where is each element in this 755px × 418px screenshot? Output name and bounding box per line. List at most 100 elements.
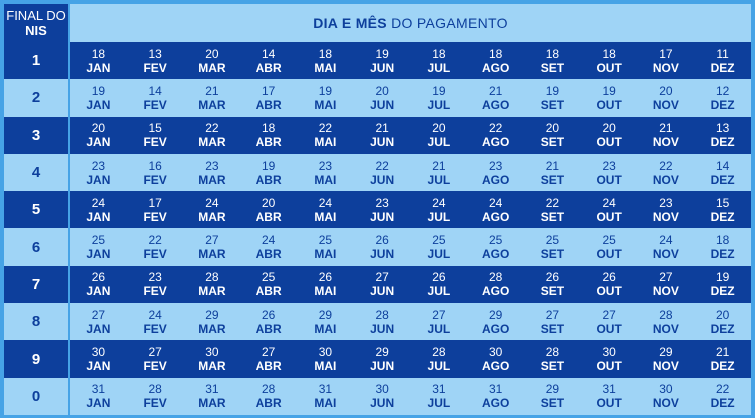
payment-day: 17 bbox=[659, 46, 673, 61]
table-row: 3 20 JAN 15 FEV 22 MAR 18 ABR 22 MAI 21 JUN 20 JUL 22 AG… bbox=[4, 116, 751, 154]
payment-date-cell: 19 JUL bbox=[410, 79, 468, 117]
payment-day: 20 bbox=[432, 121, 446, 136]
payment-date-cell: 22 FEV bbox=[126, 228, 184, 266]
payment-date-cell: 29 MAI bbox=[297, 303, 354, 341]
payment-date-cell: 27 JUN bbox=[353, 265, 411, 304]
payment-date-cell: 29 SET bbox=[524, 377, 581, 415]
payment-month: JUL bbox=[427, 97, 451, 112]
payment-day: 28 bbox=[148, 382, 162, 397]
payment-date-cell: 23 OUT bbox=[580, 153, 638, 192]
payment-month: JUL bbox=[427, 135, 451, 150]
payment-date-cell: 29 JUN bbox=[353, 340, 411, 378]
payment-day: 27 bbox=[659, 270, 673, 285]
payment-date-cell: 25 MAI bbox=[297, 228, 354, 266]
payment-day: 23 bbox=[659, 195, 673, 210]
payment-date-cell: 28 JUN bbox=[353, 303, 411, 341]
payment-day: 22 bbox=[318, 121, 333, 136]
payment-date-cell: 22 MAI bbox=[297, 116, 354, 154]
payment-day: 24 bbox=[148, 307, 162, 322]
payment-date-cell: 22 MAR bbox=[183, 116, 241, 154]
table-row: 6 25 JAN 22 FEV 27 MAR 24 ABR 25 MAI 26 JUN 25 JUL 25 AG… bbox=[4, 228, 751, 266]
nis-final-digit: 2 bbox=[4, 79, 70, 117]
nis-final-digit: 9 bbox=[4, 340, 70, 378]
payment-date-cell: 31 MAI bbox=[297, 377, 354, 415]
payment-date-cell: 27 FEV bbox=[126, 340, 184, 378]
payment-date-cell: 24 JUL bbox=[410, 191, 468, 229]
payment-month: SET bbox=[540, 60, 565, 75]
payment-month: MAR bbox=[198, 135, 226, 150]
payment-month: AGO bbox=[481, 284, 510, 299]
payment-day: 27 bbox=[261, 345, 276, 360]
payment-month: ABR bbox=[255, 60, 282, 75]
payment-month: NOV bbox=[652, 359, 679, 374]
payment-month: JAN bbox=[86, 396, 111, 411]
payment-day: 26 bbox=[375, 233, 389, 248]
payment-month: JUN bbox=[370, 359, 395, 374]
payment-day: 31 bbox=[432, 382, 446, 397]
payment-date-cell: 29 MAR bbox=[183, 303, 241, 341]
payment-day: 20 bbox=[602, 121, 616, 136]
payment-month: NOV bbox=[652, 396, 679, 411]
nis-header-line2: NIS bbox=[25, 23, 47, 38]
payment-day: 22 bbox=[488, 121, 503, 136]
payment-date-cell: 27 SET bbox=[524, 303, 581, 341]
payment-month: SET bbox=[540, 172, 565, 187]
payment-month: FEV bbox=[143, 396, 167, 411]
payment-month: ABR bbox=[255, 284, 282, 299]
payment-month: SET bbox=[540, 396, 565, 411]
payment-date-cell: 26 MAI bbox=[297, 265, 354, 304]
payment-month: NOV bbox=[652, 321, 679, 336]
payment-day: 26 bbox=[91, 270, 106, 285]
payment-day: 24 bbox=[318, 195, 333, 210]
header-title-rest: DO PAGAMENTO bbox=[391, 15, 508, 31]
payment-day: 23 bbox=[205, 158, 219, 173]
payment-day: 19 bbox=[432, 83, 446, 98]
nis-final-digit: 4 bbox=[4, 153, 70, 192]
payment-month: FEV bbox=[143, 60, 167, 75]
nis-final-digit: 8 bbox=[4, 303, 70, 341]
payment-month: JUN bbox=[370, 209, 395, 224]
payment-month: AGO bbox=[481, 97, 510, 112]
payment-day: 31 bbox=[602, 382, 616, 397]
payment-day: 14 bbox=[261, 46, 276, 61]
payment-month: AGO bbox=[481, 247, 510, 262]
nis-final-digit: 0 bbox=[4, 377, 70, 415]
payment-month: OUT bbox=[596, 135, 622, 150]
table-row: 7 26 JAN 23 FEV 28 MAR 25 ABR 26 MAI 27 JUN 26 JUL 28 AG… bbox=[4, 265, 751, 304]
payment-date-cell: 20 JUN bbox=[353, 79, 411, 117]
payment-day: 25 bbox=[545, 233, 560, 248]
payment-date-cell: 23 MAI bbox=[297, 153, 354, 192]
payment-month: SET bbox=[540, 247, 565, 262]
payment-month: MAI bbox=[314, 172, 337, 187]
payment-month: DEZ bbox=[710, 321, 735, 336]
payment-day: 27 bbox=[148, 345, 162, 360]
payment-day: 30 bbox=[91, 345, 106, 360]
payment-day: 27 bbox=[375, 270, 389, 285]
payment-month: MAR bbox=[198, 247, 226, 262]
payment-day: 28 bbox=[261, 382, 276, 397]
table-header-row: FINAL DO NIS DIA E MÊS DO PAGAMENTO bbox=[4, 4, 751, 42]
payment-date-cell: 27 NOV bbox=[637, 265, 695, 304]
payment-month: JAN bbox=[86, 60, 111, 75]
payment-date-cell: 25 OUT bbox=[580, 228, 638, 266]
payment-month: JUN bbox=[370, 321, 395, 336]
payment-date-cell: 18 SET bbox=[524, 42, 581, 80]
payment-month: DEZ bbox=[710, 396, 735, 411]
payment-date-cell: 24 JAN bbox=[70, 191, 127, 229]
payment-month: DEZ bbox=[710, 172, 735, 187]
payment-month: MAI bbox=[314, 247, 337, 262]
payment-month: ABR bbox=[255, 247, 282, 262]
payment-date-cell: 19 OUT bbox=[580, 79, 638, 117]
payment-date-cell: 27 MAR bbox=[183, 228, 241, 266]
payment-date-cell: 26 SET bbox=[524, 265, 581, 304]
payment-date-cell: 28 ABR bbox=[240, 377, 297, 415]
nis-final-digit: 7 bbox=[4, 265, 70, 304]
payment-month: JUN bbox=[370, 135, 395, 150]
payment-day: 26 bbox=[261, 307, 276, 322]
nis-final-digit: 1 bbox=[4, 42, 70, 80]
payment-date-cell: 25 JAN bbox=[70, 228, 127, 266]
payment-month: JUN bbox=[370, 97, 395, 112]
payment-date-cell: 30 JUN bbox=[353, 377, 411, 415]
payment-date-cell: 23 FEV bbox=[126, 265, 184, 304]
payment-date-cell: 20 SET bbox=[524, 116, 581, 154]
